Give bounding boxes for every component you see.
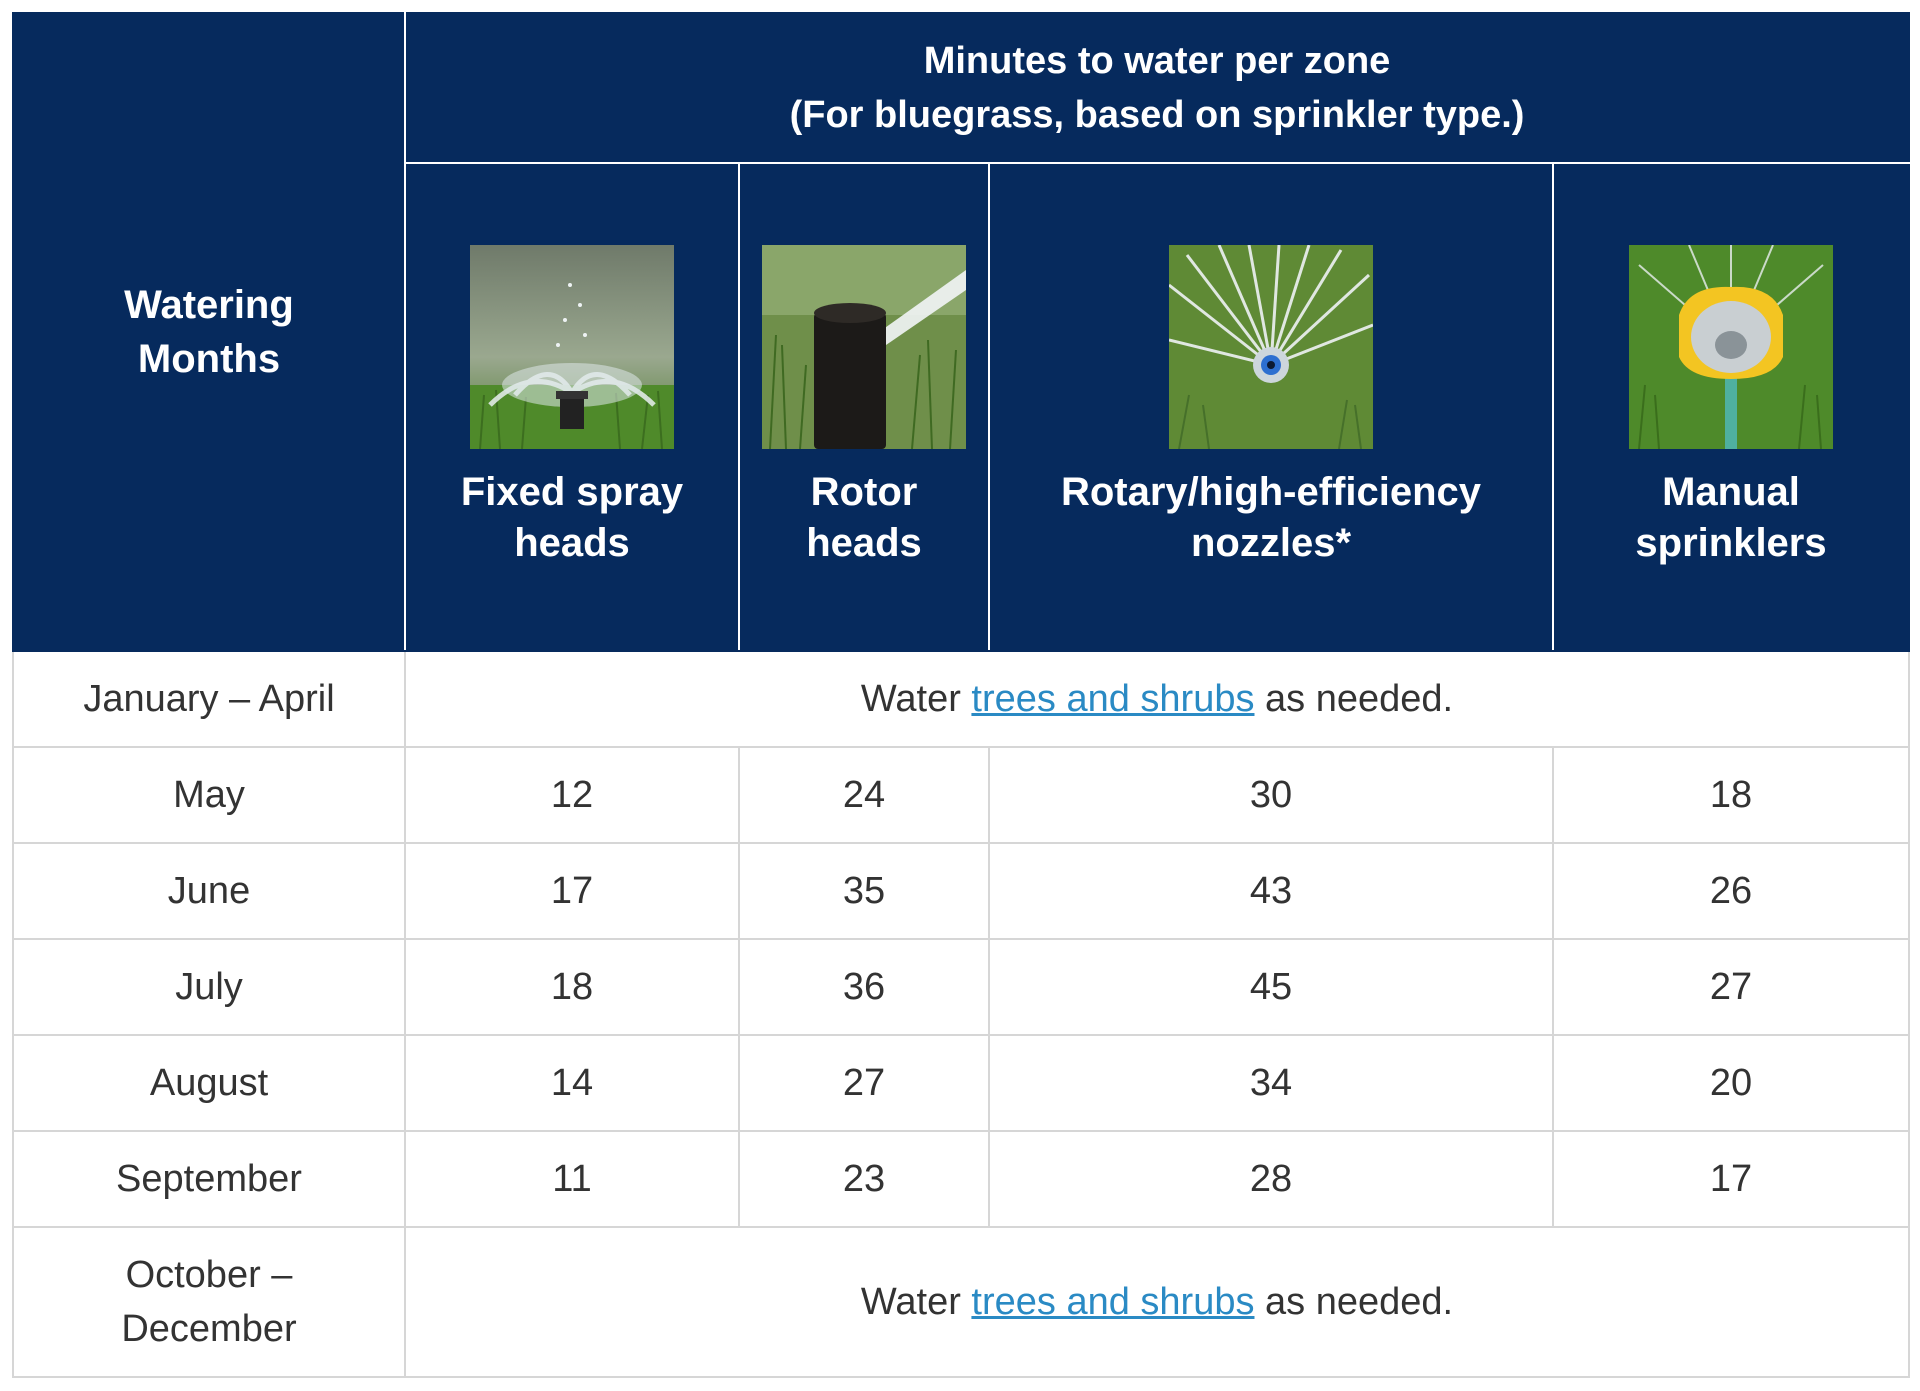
note-cell: Water trees and shrubs as needed. [403, 1226, 1911, 1378]
col-fixed-spray-line2: heads [514, 521, 630, 565]
value-cell: 28 [988, 1130, 1554, 1228]
table-row: June 17 35 43 26 [12, 842, 1911, 940]
month-cell: January – April [12, 650, 406, 748]
value-cell: 24 [738, 746, 990, 844]
col-fixed-spray-line1: Fixed spray [460, 470, 684, 514]
month-cell: September [12, 1130, 406, 1228]
col-header-rotary-nozzle: Rotary/high-efficiency nozzles* [988, 162, 1554, 652]
table-title-line1: Minutes to water per zone [923, 40, 1391, 82]
trees-and-shrubs-link[interactable]: trees and shrubs [971, 1280, 1255, 1323]
month-cell: October – December [12, 1226, 406, 1378]
note-prefix: Water [860, 1280, 972, 1323]
trees-and-shrubs-link[interactable]: trees and shrubs [971, 677, 1255, 720]
watering-months-header: Watering Months [12, 12, 406, 652]
value-cell: 36 [738, 938, 990, 1036]
value-cell: 45 [988, 938, 1554, 1036]
value-cell: 26 [1551, 842, 1911, 940]
col-rotary-line2: nozzles* [1190, 521, 1352, 565]
value-cell: 18 [404, 938, 740, 1036]
value-cell: 14 [404, 1034, 740, 1132]
col-rotary-line1: Rotary/high-efficiency [1060, 470, 1482, 514]
value-cell: 27 [738, 1034, 990, 1132]
value-cell: 23 [738, 1130, 990, 1228]
month-line2: December [121, 1308, 297, 1350]
value-cell: 17 [404, 842, 740, 940]
note-suffix: as needed. [1254, 677, 1454, 720]
value-cell: 34 [988, 1034, 1554, 1132]
value-cell: 20 [1551, 1034, 1911, 1132]
month-cell: May [12, 746, 406, 844]
table-row: September 11 23 28 17 [12, 1130, 1911, 1228]
value-cell: 18 [1551, 746, 1911, 844]
value-cell: 12 [404, 746, 740, 844]
col-manual-line1: Manual [1662, 470, 1800, 514]
watering-schedule-table: Watering Months Minutes to water per zon… [12, 12, 1911, 1378]
table-title-line2: (For bluegrass, based on sprinkler type.… [789, 94, 1525, 136]
value-cell: 17 [1551, 1130, 1911, 1228]
manual-sprinkler-photo [1629, 245, 1834, 449]
month-cell: August [12, 1034, 406, 1132]
table-row: August 14 27 34 20 [12, 1034, 1911, 1132]
watering-months-label: Watering Months [124, 283, 294, 381]
table-row-october-december: October – December Water trees and shrub… [12, 1226, 1911, 1378]
col-header-fixed-spray: Fixed spray heads [404, 162, 740, 652]
value-cell: 30 [988, 746, 1554, 844]
value-cell: 35 [738, 842, 990, 940]
col-manual-line2: sprinklers [1635, 521, 1827, 565]
rotary-nozzle-photo [1169, 245, 1373, 449]
month-line1: October – [125, 1254, 293, 1296]
table-row-january-april: January – April Water trees and shrubs a… [12, 650, 1911, 748]
fixed-spray-head-photo [470, 245, 674, 449]
note-prefix: Water [860, 677, 972, 720]
value-cell: 43 [988, 842, 1554, 940]
note-suffix: as needed. [1254, 1280, 1454, 1323]
watering-table-container: Watering Months Minutes to water per zon… [12, 12, 1911, 1378]
value-cell: 11 [404, 1130, 740, 1228]
note-cell: Water trees and shrubs as needed. [403, 650, 1911, 748]
rotor-head-photo [762, 245, 966, 449]
col-rotor-line1: Rotor [810, 470, 918, 514]
table-row: May 12 24 30 18 [12, 746, 1911, 844]
value-cell: 27 [1551, 938, 1911, 1036]
minutes-per-zone-header: Minutes to water per zone (For bluegrass… [403, 12, 1911, 164]
table-row: July 18 36 45 27 [12, 938, 1911, 1036]
col-rotor-line2: heads [806, 521, 922, 565]
col-header-rotor: Rotor heads [738, 162, 990, 652]
month-cell: June [12, 842, 406, 940]
col-header-manual: Manual sprinklers [1551, 162, 1911, 652]
month-cell: July [12, 938, 406, 1036]
